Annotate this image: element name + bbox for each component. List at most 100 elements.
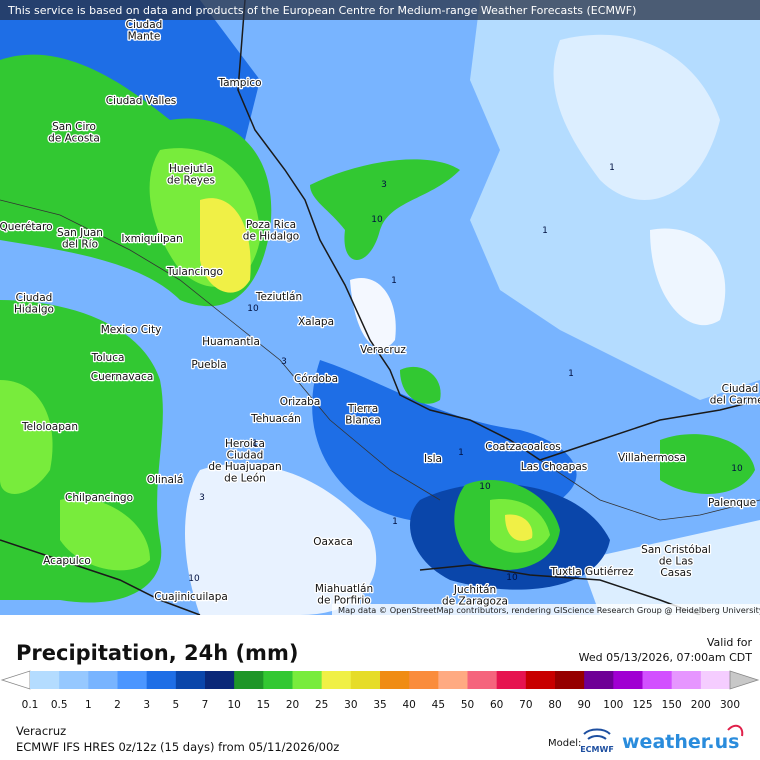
place-label: Huejutla <box>169 163 213 175</box>
place-label: de Porfirio <box>317 595 370 607</box>
colorbar-low-arrow <box>0 670 31 690</box>
heavy-rain-area <box>310 159 460 260</box>
place-label: Huamantla <box>202 336 260 348</box>
contour-label: 1 <box>252 439 258 449</box>
colorbar-label: 200 <box>691 699 711 711</box>
colorbar-label: 70 <box>519 699 532 711</box>
place-label: Heroica <box>225 438 265 450</box>
colorbar-label: 10 <box>227 699 240 711</box>
place-label: del Río <box>62 239 98 251</box>
place-label: de Huajuapan <box>208 461 281 473</box>
valid-label: Valid for <box>707 636 753 649</box>
colorbar-label: 60 <box>490 699 503 711</box>
colorbar-high-arrow <box>729 670 760 690</box>
colorbar-label: 0.5 <box>51 699 68 711</box>
colorbar-label: 45 <box>432 699 445 711</box>
colorbar-cell <box>467 671 498 689</box>
dry-area <box>580 520 760 615</box>
colorbar-label: 30 <box>344 699 357 711</box>
place-label: de Reyes <box>167 175 215 187</box>
place-label: Tampico <box>217 77 261 89</box>
brand-mark <box>727 724 744 737</box>
colorbar-label: 100 <box>603 699 623 711</box>
colorbar-cell <box>263 671 293 689</box>
colorbar-label: 0.1 <box>22 699 39 711</box>
place-label: Ciudad Valles <box>106 95 177 107</box>
colorbar-cell <box>380 671 410 689</box>
dry-area <box>650 228 726 326</box>
place-label: Orizaba <box>280 396 321 408</box>
place-label: Mante <box>128 31 161 43</box>
colorbar: 0.1 0.5 1 2 3 5 7 10 15 20 25 30 35 40 45 50 60 70 80 90 100… <box>0 670 760 711</box>
place-label: Ciudad <box>227 450 264 462</box>
place-label: Blanca <box>345 415 380 427</box>
place-label: Ciudad <box>126 19 163 31</box>
place-label: Tulancingo <box>166 266 223 278</box>
coastline <box>237 0 760 461</box>
place-label: Querétaro <box>0 221 53 233</box>
colorbar-cell <box>175 671 206 689</box>
heavy-rain-area <box>60 498 150 571</box>
place-label: Hidalgo <box>14 304 54 316</box>
colorbar-label: 5 <box>172 699 179 711</box>
contour-label: 10 <box>479 482 491 492</box>
colorbar-label: 50 <box>461 699 474 711</box>
contour-label: 1 <box>542 226 548 236</box>
contour-label: 10 <box>731 464 743 474</box>
colorbar-cell <box>555 671 585 689</box>
notice: This service is based on data and produc… <box>7 4 636 17</box>
rain-area <box>312 360 577 524</box>
colorbar-cell <box>409 671 439 689</box>
colorbar-cell <box>496 671 527 689</box>
contour-label: 10 <box>247 304 259 314</box>
colorbar-cell <box>584 671 614 689</box>
colorbar-label: 80 <box>548 699 561 711</box>
colorbar-label: 90 <box>577 699 590 711</box>
colorbar-label: 25 <box>315 699 328 711</box>
dry-area <box>185 463 377 615</box>
place-label: Xalapa <box>298 316 334 328</box>
heavy-rain-area <box>505 514 533 541</box>
contour-label: 1 <box>609 163 615 173</box>
place-label: Ciudad <box>16 292 53 304</box>
valid-time: Wed 05/13/2026, 07:00am CDT <box>579 651 753 664</box>
place-label: San Juan <box>57 227 103 239</box>
place-label: San Cristóbal <box>641 544 711 556</box>
colorbar-cell <box>146 671 177 689</box>
colorbar-label: 300 <box>720 699 740 711</box>
place-label: del Carmen <box>710 395 760 407</box>
place-label: Las Choapas <box>521 461 588 473</box>
place-label: Puebla <box>191 359 226 371</box>
place-label: Juchitán <box>453 584 496 596</box>
contour-label: 1 <box>568 369 574 379</box>
attribution: Map data © OpenStreetMap contributors, r… <box>338 605 760 615</box>
dry-area <box>350 278 396 349</box>
colorbar-cell <box>700 671 731 689</box>
colorbar-cell <box>671 671 702 689</box>
colorbar-cell <box>205 671 235 689</box>
colorbar-label: 3 <box>143 699 150 711</box>
colorbar-cell <box>292 671 323 689</box>
place-label: Acapulco <box>43 555 91 567</box>
model-label: Model: <box>548 738 581 749</box>
place-label: Villahermosa <box>618 452 686 464</box>
heavy-rain-area <box>0 380 53 494</box>
colorbar-cell <box>117 671 148 689</box>
contour-label: 10 <box>371 215 383 225</box>
place-label: Olinalá <box>147 474 184 486</box>
colorbar-label: 125 <box>632 699 652 711</box>
place-label: Teziutlán <box>255 291 302 303</box>
colorbar-cell <box>59 671 89 689</box>
place-label: Poza Rica <box>246 219 296 231</box>
place-label: Cuajinicuilapa <box>154 591 228 603</box>
contour-label: 3 <box>199 493 205 503</box>
notice-bar <box>0 0 760 20</box>
colorbar-label: 40 <box>402 699 415 711</box>
dry-area <box>553 34 720 200</box>
colorbar-cell <box>88 671 118 689</box>
contour-labels: 1 3 10 1 1 1 1 10 1 10 3 10 1 3 10 10 <box>188 163 743 584</box>
model-logo: ECMWF <box>580 745 614 754</box>
colorbar-cell <box>234 671 264 689</box>
place-label: Ixmiquilpan <box>121 233 182 245</box>
